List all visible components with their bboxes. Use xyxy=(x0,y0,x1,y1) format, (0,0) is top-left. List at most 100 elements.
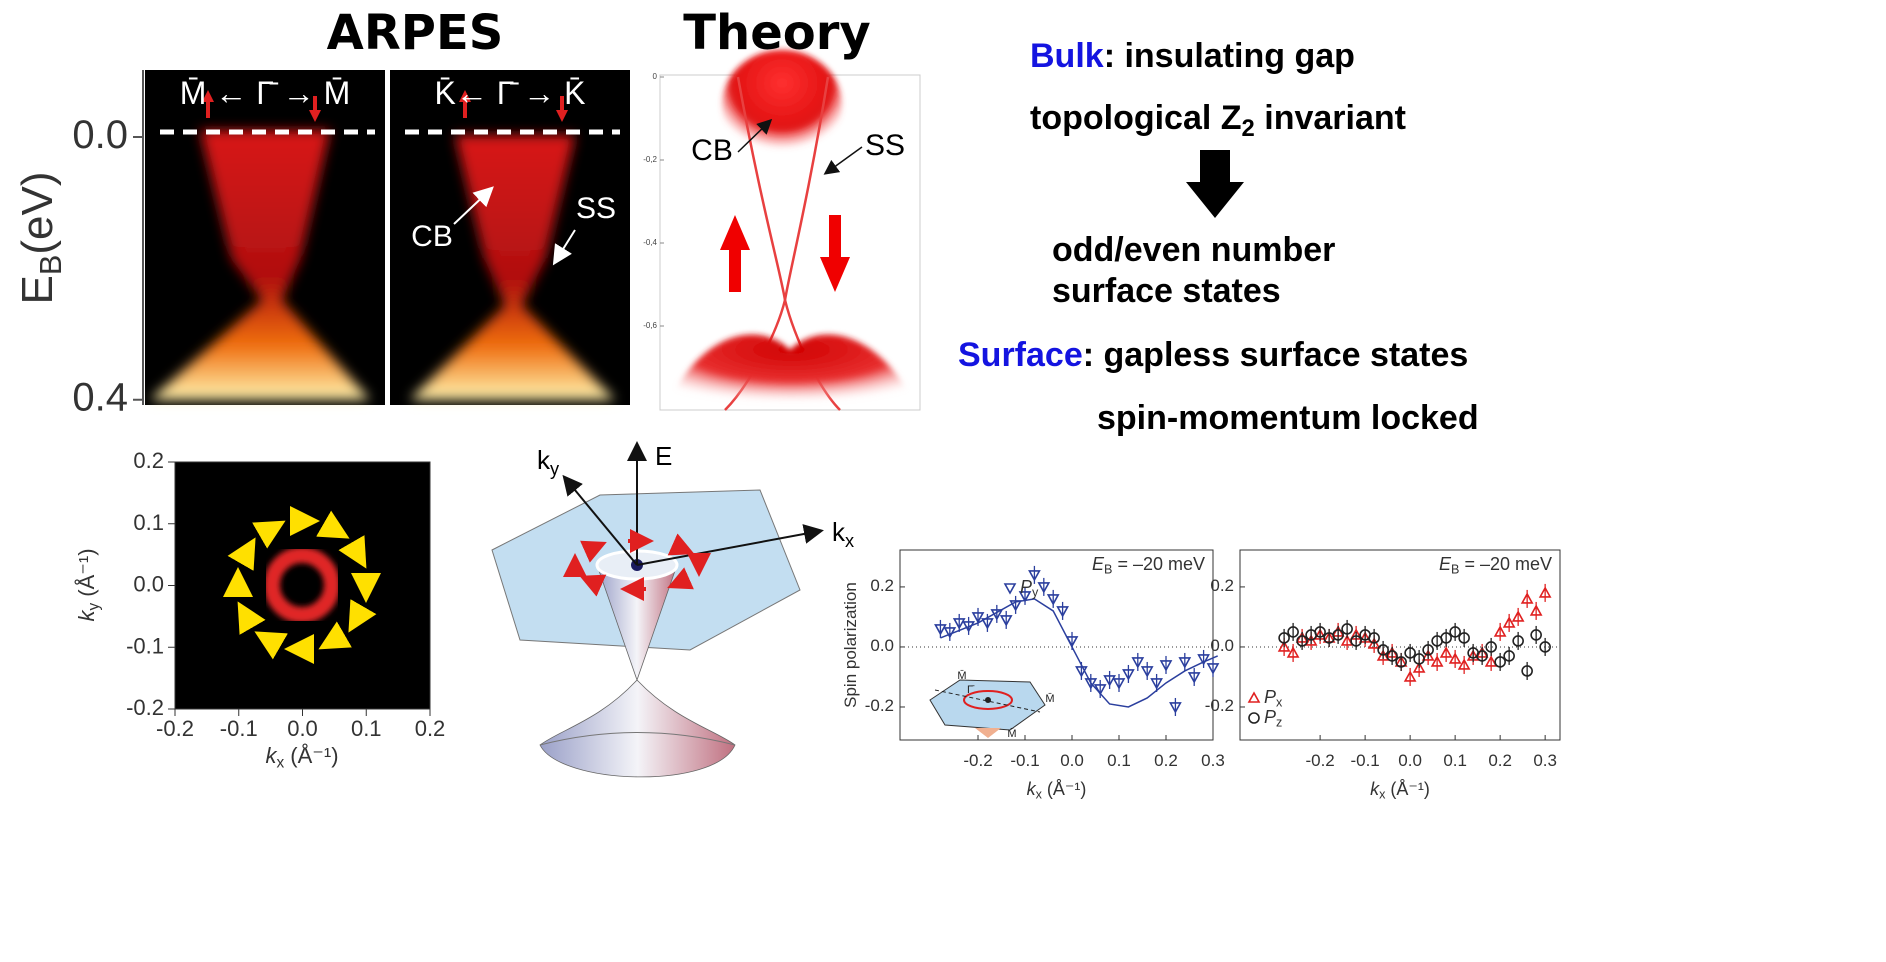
x-tick-label-part: -0.2 xyxy=(1305,751,1334,770)
y-tick-label-part: 0.0 xyxy=(72,113,128,157)
axis-label-part: (Å⁻¹) xyxy=(284,743,338,768)
axis-label-part: (Å⁻¹) xyxy=(1042,779,1087,799)
title-part: Theory xyxy=(683,5,870,61)
x-tick-label: -0.1 xyxy=(1010,751,1039,770)
text-line-part: odd/even number xyxy=(1052,231,1335,269)
y-tick-label-part: -0,6 xyxy=(643,321,657,330)
annotation-part: = –20 meV xyxy=(1112,554,1205,574)
x-tick-label-part: 0.2 xyxy=(1488,751,1512,770)
x-tick-label: -0.2 xyxy=(1305,751,1334,770)
x-tick-label: 0.0 xyxy=(287,716,318,741)
annotation-part: B xyxy=(1451,563,1459,577)
text-line-part: 2 xyxy=(1242,115,1255,142)
y-tick-label: 0.1 xyxy=(133,510,164,535)
panel-label-part: M̄ ← Γ̄ → M̄ xyxy=(180,75,351,111)
y-tick-label: -0,6 xyxy=(643,321,657,330)
y-tick-label-part: 0.2 xyxy=(133,448,164,473)
x-tick-label-part: 0.3 xyxy=(1533,751,1557,770)
axis-label: ky xyxy=(537,445,560,479)
annotation: SS xyxy=(576,192,616,225)
title-part: ARPES xyxy=(327,5,504,61)
y-tick-label: -0.1 xyxy=(126,633,164,658)
y-tick-label: 0 xyxy=(653,72,658,81)
y-tick-label: 0.0 xyxy=(72,113,128,157)
x-tick-label: -0.1 xyxy=(1350,751,1379,770)
dirac-cone xyxy=(492,445,820,777)
inset-label-part: M̄ xyxy=(1045,692,1054,705)
x-tick-label-part: 0.1 xyxy=(1443,751,1467,770)
x-tick-label-part: -0.1 xyxy=(1010,751,1039,770)
axis-label-part: (eV) xyxy=(13,171,62,254)
y-tick-label: -0,2 xyxy=(643,155,657,164)
y-tick-label: 0.2 xyxy=(1210,576,1234,595)
x-tick-label-part: -0.1 xyxy=(220,716,258,741)
x-tick-label: 0.2 xyxy=(415,716,446,741)
annotation: CB xyxy=(411,220,453,253)
inset-label-part: M̄ xyxy=(957,669,966,682)
axis-label-part: (Å⁻¹) xyxy=(1385,779,1430,799)
text-line: Surface: gapless surface states xyxy=(958,336,1468,374)
y-tick-label: 0.4 xyxy=(72,375,128,419)
x-tick-label: 0.2 xyxy=(1154,751,1178,770)
x-tick-label-part: -0.1 xyxy=(1350,751,1379,770)
axis-label: kx (Å⁻¹) xyxy=(1027,779,1087,802)
x-tick-label-part: 0.2 xyxy=(1154,751,1178,770)
text-line: surface states xyxy=(1052,272,1281,310)
y-tick-label: 0.2 xyxy=(870,576,894,595)
text-line-part: : gapless surface states xyxy=(1083,336,1469,374)
y-tick-label-part: 0.1 xyxy=(133,510,164,535)
axis-label-part: Spin polarization xyxy=(841,582,860,708)
annotation: EB = –20 meV xyxy=(1439,554,1552,577)
x-tick-label: 0.0 xyxy=(1060,751,1084,770)
x-tick-label: 0.3 xyxy=(1533,751,1557,770)
x-tick-label-part: 0.0 xyxy=(1398,751,1422,770)
plot-frame xyxy=(1240,550,1560,740)
annotation-part: SS xyxy=(865,129,905,162)
legend-label: Pz xyxy=(1264,707,1282,730)
y-tick-label-part: -0,2 xyxy=(643,155,657,164)
axis-label-part: E xyxy=(655,441,672,471)
text-line-part: Surface xyxy=(958,336,1083,374)
text-line: topological Z2 invariant xyxy=(1030,99,1406,142)
axis-label-part: x xyxy=(845,531,854,551)
y-tick-label: 0.2 xyxy=(133,448,164,473)
panel-label: K̄← Γ̄ → K̄ xyxy=(435,75,586,111)
text-line-part: topological Z xyxy=(1030,99,1242,137)
x-tick-label: 0.2 xyxy=(1488,751,1512,770)
arpes-panel xyxy=(145,70,385,405)
y-tick-label-part: -0,4 xyxy=(643,238,657,247)
axis-label: Spin polarization xyxy=(841,582,860,708)
y-tick-label-part: -0.2 xyxy=(1205,696,1234,715)
y-tick-label-part: 0.0 xyxy=(133,571,164,596)
legend-label-part: x xyxy=(1276,696,1283,710)
legend-marker xyxy=(1249,713,1259,723)
fermi-map xyxy=(175,462,430,709)
text-line-part: Bulk xyxy=(1030,37,1104,75)
x-tick-label-part: 0.2 xyxy=(415,716,446,741)
inset-label: M̄ xyxy=(957,669,966,682)
y-tick-label-part: 0.2 xyxy=(870,576,894,595)
x-tick-label-part: 0.0 xyxy=(1060,751,1084,770)
annotation-part: SS xyxy=(576,192,616,225)
text-line: Bulk: insulating gap xyxy=(1030,37,1355,75)
inset-label: M̄ xyxy=(1045,692,1054,705)
legend-label: Py xyxy=(1020,577,1039,600)
axis-label-part: B xyxy=(33,255,68,276)
x-tick-label: 0.1 xyxy=(1107,751,1131,770)
y-tick-label: -0.2 xyxy=(865,696,894,715)
axis-label-part: y xyxy=(550,459,560,479)
axis-label: kx (Å⁻¹) xyxy=(265,743,338,772)
annotation: EB = –20 meV xyxy=(1092,554,1205,577)
x-tick-label: 0.1 xyxy=(351,716,382,741)
text-line-part: surface states xyxy=(1052,272,1281,310)
title: ARPES xyxy=(327,5,504,61)
inset-label-part: M̄ xyxy=(1007,727,1016,740)
axis-label: kx (Å⁻¹) xyxy=(1370,779,1430,802)
legend-marker xyxy=(1005,584,1015,593)
annotation: CB xyxy=(691,134,733,167)
axis-label: E xyxy=(655,441,672,471)
x-tick-label-part: 0.0 xyxy=(287,716,318,741)
y-tick-label-part: 0.2 xyxy=(1210,576,1234,595)
y-tick-label: -0.2 xyxy=(126,695,164,720)
axis-label-part: k xyxy=(832,517,846,547)
